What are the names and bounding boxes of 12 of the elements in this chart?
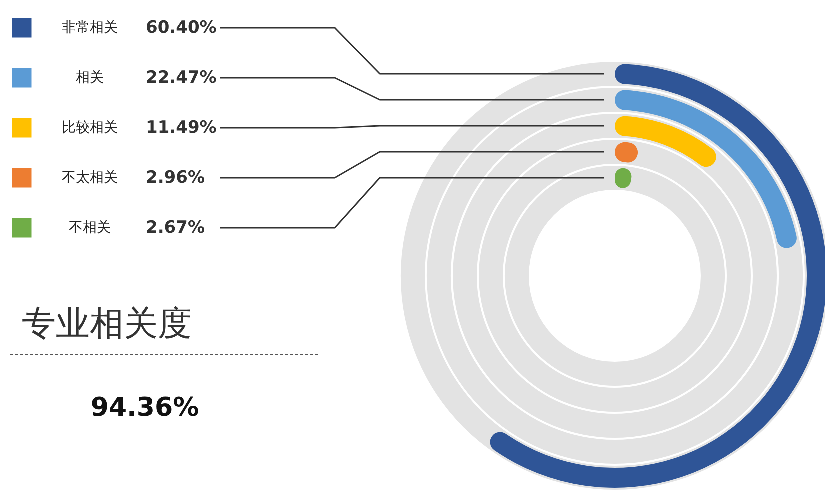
category-label: 非常相关 xyxy=(62,20,118,36)
category-label: 不太相关 xyxy=(62,170,118,186)
data-label: 11.49% xyxy=(146,118,217,138)
data-label: 60.40% xyxy=(146,18,217,38)
data-label: 2.67% xyxy=(146,218,205,238)
data-label: 2.96% xyxy=(146,168,205,188)
text: 专业相关度 xyxy=(22,304,192,344)
category-label: 不相关 xyxy=(69,220,111,236)
category-label: 比较相关 xyxy=(62,120,118,136)
category-label: 相关 xyxy=(76,70,104,86)
data-label: 22.47% xyxy=(146,68,217,88)
text: 94.36% xyxy=(90,393,200,423)
